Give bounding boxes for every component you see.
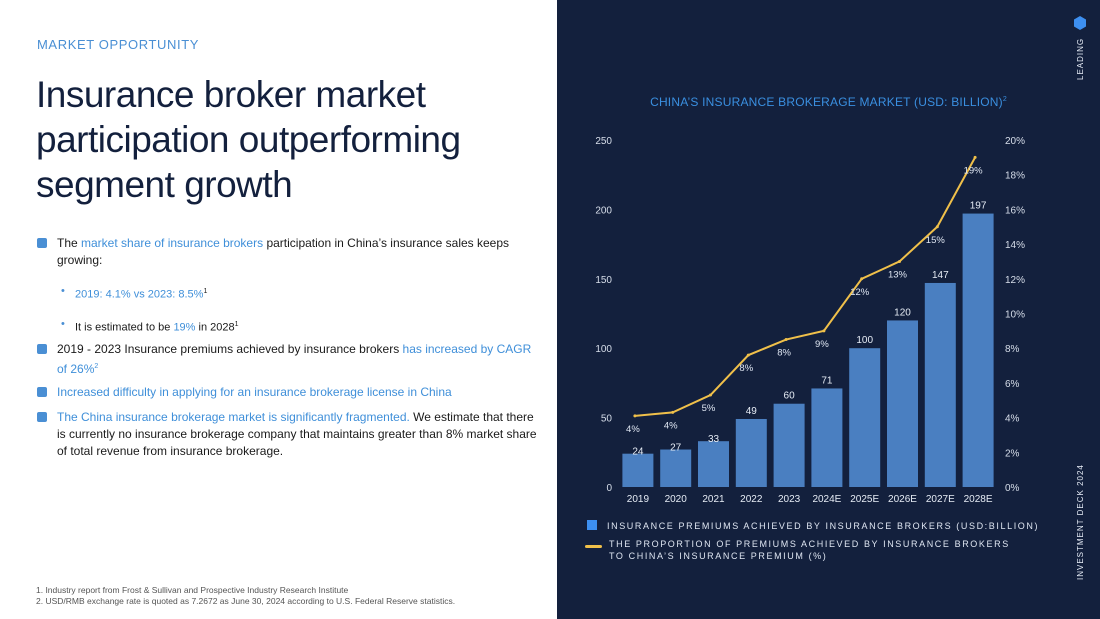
x-tick-label: 2020 bbox=[665, 494, 688, 505]
bullet-market-share: The market share of insurance brokers pa… bbox=[37, 235, 537, 269]
hexagon-logo-icon bbox=[1074, 16, 1086, 30]
line-point bbox=[973, 155, 977, 159]
bar bbox=[849, 348, 881, 487]
line-point bbox=[935, 225, 939, 229]
sub-bullet-estimate: • It is estimated to be 19% in 20281 bbox=[61, 317, 239, 334]
y-left-tick-label: 150 bbox=[595, 275, 612, 286]
y-left-tick-label: 200 bbox=[595, 205, 612, 216]
y-left-tick-label: 250 bbox=[595, 136, 612, 147]
line-point bbox=[860, 277, 864, 281]
line-point bbox=[898, 259, 901, 263]
bullet-fragmented: The China insurance brokerage market is … bbox=[37, 409, 537, 460]
y-right-tick-label: 14% bbox=[1005, 240, 1025, 251]
y-left-tick-label: 50 bbox=[601, 414, 613, 425]
y-right-tick-label: 12% bbox=[1005, 275, 1025, 286]
bar-value-label: 197 bbox=[970, 201, 987, 212]
bullet-list: The market share of insurance brokers pa… bbox=[37, 235, 537, 460]
bar-value-label: 120 bbox=[894, 307, 911, 318]
footnote-2: 2. USD/RMB exchange rate is quoted as 7.… bbox=[36, 596, 456, 606]
line-value-label: 15% bbox=[926, 235, 946, 246]
x-tick-label: 2024E bbox=[812, 494, 841, 505]
y-right-tick-label: 0% bbox=[1005, 483, 1020, 494]
page-title: Insurance broker market participation ou… bbox=[36, 74, 461, 205]
x-tick-label: 2019 bbox=[627, 494, 650, 505]
line-value-label: 4% bbox=[664, 420, 678, 431]
y-right-tick-label: 2% bbox=[1005, 448, 1020, 459]
bar-value-label: 147 bbox=[932, 270, 949, 281]
section-eyebrow: MARKET OPPORTUNITY bbox=[37, 37, 200, 52]
line-value-label: 8% bbox=[739, 363, 753, 374]
bar bbox=[622, 453, 654, 487]
y-right-tick-label: 18% bbox=[1005, 171, 1025, 182]
line-point bbox=[709, 393, 712, 397]
y-right-tick-label: 8% bbox=[1005, 344, 1020, 355]
y-right-tick-label: 6% bbox=[1005, 379, 1020, 390]
bar-value-label: 27 bbox=[670, 443, 682, 454]
line-point bbox=[633, 414, 637, 418]
bar-value-label: 24 bbox=[632, 447, 644, 458]
legend-line-swatch-icon bbox=[585, 545, 602, 548]
bullet-license: Increased difficulty in applying for an … bbox=[37, 384, 537, 401]
x-tick-label: 2028E bbox=[964, 494, 993, 505]
x-tick-label: 2023 bbox=[778, 494, 801, 505]
legend-bars: INSURANCE PREMIUMS ACHIEVED BY INSURANCE… bbox=[587, 520, 1039, 532]
bar-value-label: 100 bbox=[856, 335, 873, 346]
bullet-square-icon bbox=[37, 412, 47, 423]
chart-title: CHINA’S INSURANCE BROKERAGE MARKET (USD:… bbox=[650, 95, 1007, 109]
y-right-tick-label: 20% bbox=[1005, 136, 1025, 147]
bar bbox=[698, 441, 729, 487]
y-left-tick-label: 100 bbox=[595, 344, 612, 355]
line-value-label: 19% bbox=[964, 165, 984, 176]
left-panel: MARKET OPPORTUNITY Insurance broker mark… bbox=[36, 37, 537, 607]
line-value-label: 12% bbox=[850, 287, 870, 298]
line-point bbox=[746, 353, 750, 357]
x-tick-label: 2022 bbox=[740, 494, 763, 505]
bar bbox=[660, 449, 692, 487]
bar bbox=[811, 388, 843, 487]
y-right-tick-label: 16% bbox=[1005, 205, 1025, 216]
bar-value-label: 60 bbox=[784, 391, 796, 402]
proportion-line bbox=[634, 156, 976, 417]
chart-panel: LEADING INVESTMENT DECK 2024 CHINA’S INS… bbox=[557, 0, 1100, 619]
bullet-cagr: 2019 - 2023 Insurance premiums achieved … bbox=[37, 341, 537, 378]
line-point bbox=[822, 329, 826, 333]
bullet-square-icon bbox=[37, 387, 47, 398]
bullet-dot-icon: • bbox=[61, 317, 65, 330]
legend-line: THE PROPORTION OF PREMIUMS ACHIEVED BY I… bbox=[585, 538, 1029, 562]
bullet-dot-icon: • bbox=[61, 285, 65, 297]
line-point bbox=[671, 410, 675, 414]
bar-value-label: 33 bbox=[708, 434, 720, 445]
bar bbox=[887, 320, 918, 487]
footnotes: 1. Industry report from Frost & Sullivan… bbox=[36, 585, 455, 607]
line-value-label: 4% bbox=[626, 424, 640, 435]
bar bbox=[924, 282, 956, 487]
legend-bar-swatch-icon bbox=[587, 520, 597, 530]
x-tick-label: 2026E bbox=[888, 494, 917, 505]
line-value-label: 13% bbox=[888, 269, 908, 280]
line-value-label: 8% bbox=[777, 348, 791, 359]
y-right-tick-label: 10% bbox=[1005, 310, 1025, 321]
bar bbox=[773, 403, 805, 487]
x-tick-label: 2027E bbox=[926, 494, 955, 505]
bar-value-label: 71 bbox=[821, 375, 833, 386]
x-tick-label: 2025E bbox=[850, 494, 879, 505]
line-value-label: 5% bbox=[702, 403, 716, 414]
chart-svg: 0 50 100 150 200 250 0% 2% 4% 6% 8% 10% 12% 14% 16% 18%… bbox=[595, 136, 1025, 505]
bar bbox=[962, 213, 994, 487]
footnote-1: 1. Industry report from Frost & Sullivan… bbox=[36, 585, 349, 595]
y-left-tick-label: 0 bbox=[606, 483, 612, 494]
bar bbox=[735, 418, 767, 487]
y-right-tick-label: 4% bbox=[1005, 414, 1020, 425]
bullet-square-icon bbox=[37, 238, 47, 248]
x-tick-label: 2021 bbox=[702, 494, 725, 505]
bullet-square-icon bbox=[37, 344, 47, 355]
bar-value-label: 49 bbox=[746, 406, 758, 417]
line-value-label: 9% bbox=[815, 339, 829, 350]
sub-bullet-share-compare: • 2019: 4.1% vs 2023: 8.5%1 bbox=[61, 285, 208, 301]
line-point bbox=[784, 338, 788, 342]
